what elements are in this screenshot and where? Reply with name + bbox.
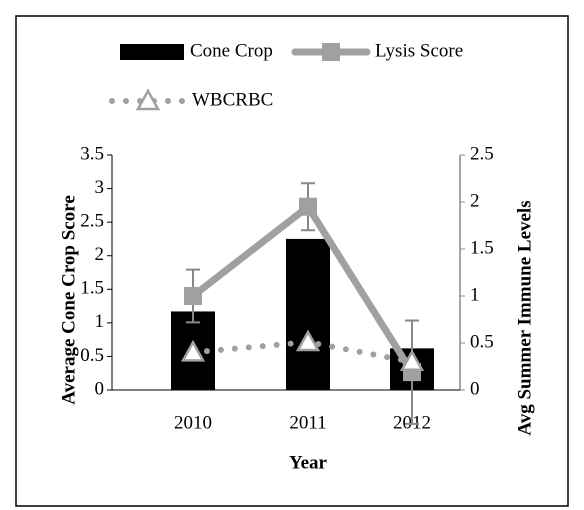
marker [184,287,202,305]
y-tick-label: 0 [95,378,105,399]
marker [295,329,321,352]
x-axis-label: Year [289,452,328,473]
y2-tick-label: 1 [470,284,480,305]
y2-tick-label: 0 [470,378,480,399]
x-tick-label: 2011 [289,412,326,433]
y2-tick-label: 0.5 [470,331,494,352]
y-tick-label: 1.5 [80,278,104,299]
marker [180,339,206,362]
legend-label: Cone Crop [190,40,273,61]
legend-label: Lysis Score [375,40,463,61]
y-axis-label: Average Cone Crop Score [58,195,79,404]
y-tick-label: 0.5 [80,345,104,366]
y2-tick-label: 2.5 [470,143,494,164]
y2-axis-label: Avg Summer Immune Levels [514,200,535,435]
y-tick-label: 2.5 [80,211,104,232]
marker [399,349,425,372]
x-tick-label: 2010 [174,412,212,433]
y2-tick-label: 2 [470,190,480,211]
y-tick-label: 1 [95,311,105,332]
marker [135,88,161,111]
bar [286,238,330,390]
marker [322,43,340,61]
legend-label: WBCRBC [192,89,273,110]
marker [299,197,317,216]
y-tick-label: 3.5 [80,143,104,164]
legend-swatch [120,44,184,60]
y-tick-label: 3 [95,177,105,198]
y-tick-label: 2 [95,244,105,265]
y2-tick-label: 1.5 [470,237,494,258]
